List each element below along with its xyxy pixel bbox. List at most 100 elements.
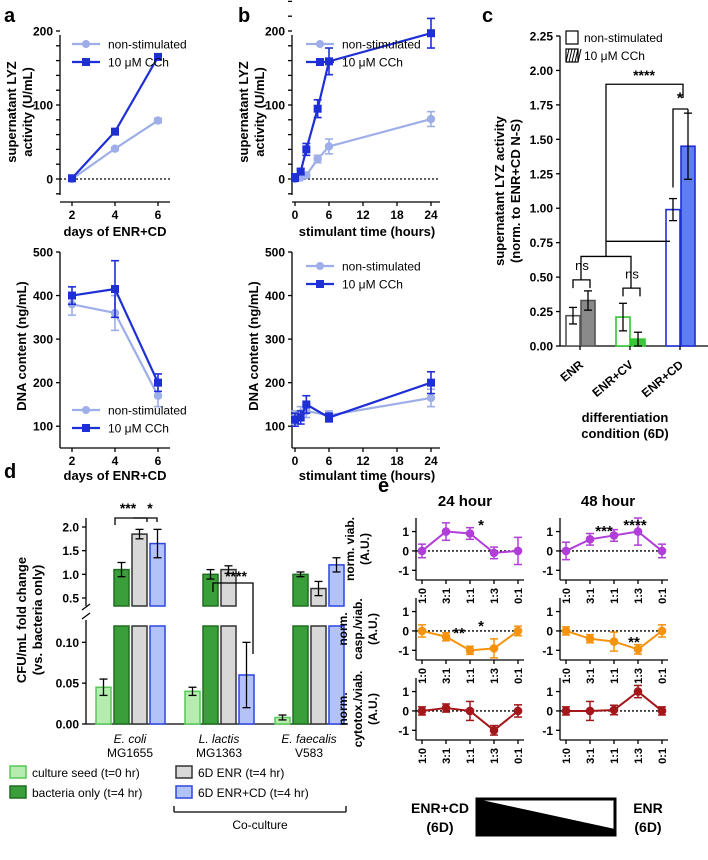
d-bracket-llactis [212,582,254,654]
d-x-label-species-0: E. coli [114,732,147,746]
e-y-tick-label: -1 [398,724,409,738]
e-x-tick-label: 1:0 [417,668,429,684]
d-legend-label-2: 6D ENR (t=4 hr) [198,766,284,780]
b-bot-nonstim-point [426,393,436,403]
e-y-tick-label: -1 [542,644,553,658]
c-legend-hatch [577,48,582,63]
e-x-tick-label: 3:1 [441,588,453,604]
b-bot-y-tick-label: 200 [265,376,285,390]
e-star-c24a: ** [453,625,465,642]
b-bot-y-tick-label: 300 [265,333,285,347]
e-x-tick-label: 3:1 [441,668,453,684]
b-top-y-tick-label: 200 [265,25,285,39]
d-bracket-ecoli-1 [114,517,148,525]
c-ylabel-1: supernatant LYZ activity [492,115,507,266]
e-point [561,546,571,556]
a-bot-x-tick-label: 6 [155,454,162,468]
b-top-nonstim-line [294,117,432,181]
e-x-tick-label: 3:1 [585,748,597,764]
b-bot-x-tick-label: 0 [292,454,299,468]
b-top-cch-point [296,167,305,176]
c-legend-cch: 10 μM CCh [584,49,645,63]
b-top-y-tick-label: 0 [278,173,285,187]
a-top-cch-point [111,127,119,136]
b-top-legend-label-nonstim: non-stimulated [342,38,421,52]
b-bot-legend-label-cch: 10 μM CCh [342,278,403,292]
c-annot-1star: * [677,91,684,108]
e-point [417,706,427,716]
e-point [465,706,475,716]
e-x-tick-label: 3:1 [585,588,597,604]
e-x-tick-label: 1:1 [465,668,477,684]
e-point [633,645,643,654]
a-bot-y-tick-label: 200 [33,376,53,390]
b-bot-cch-point [302,400,311,409]
a-bot-legend-swatch-nonstim-marker [82,406,90,414]
d-y-tick-label: 1.0 [62,568,79,582]
d-legend-swatch-0 [9,765,27,779]
b-top-legend-label-cch: 10 μM CCh [342,56,403,70]
a-top-x-tick-label: 4 [112,208,119,222]
b-top-x-tick-label: 18 [390,208,404,222]
e-point [513,546,523,556]
a-bot-x-tick-label: 4 [112,454,119,468]
b-bot-ylabel: DNA content (ng/mL) [246,281,261,411]
b-bot-xlabel: stimulant time (hours) [299,468,436,483]
e-point [489,726,499,735]
a-top-y-tick-label: 200 [33,25,53,39]
e-point [417,626,427,636]
e-x-tick-label: 0:1 [513,748,525,764]
c-xlabel-1: differentiation [582,410,669,425]
a-top-legend-swatch-cch-marker [82,58,90,66]
c-bracket-1star [672,108,688,188]
b-top-ylabel-2: activity (U/mL) [252,67,267,157]
c-bracket-4star [605,83,684,242]
c-annot-ns2: ns [625,266,639,281]
a-bot-cch-point [154,378,162,387]
e-y-tick-label: -1 [398,564,409,578]
d-bar-0 [184,690,201,725]
e-x-tick-label: 1:0 [561,748,573,764]
a-top-y-tick-label: 0 [46,173,53,187]
e-y-tick-label: 1 [546,685,553,699]
panel-label-c: c [482,5,493,27]
a-top-cch-point [68,174,76,183]
panel-label-d: d [4,461,16,483]
c-y-tick-label: 0.50 [530,271,554,285]
e-wedge [477,799,615,835]
b-top-nonstim-point [313,154,322,164]
c-bracket-group2 [605,240,670,257]
a-bot-y-tick-label: 500 [33,246,53,260]
d-bar-lower-2 [310,625,327,725]
d-x-label-species-2: E. faecalis [281,732,336,746]
d-y-tick-label: 2.0 [62,521,79,535]
d-legend-label-1: bacteria only (t=4 hr) [32,786,142,800]
b-top-legend-swatch-nonstim-marker [316,40,324,48]
panel-label-e: e [378,475,389,497]
d-legend-swatch-3 [175,785,193,799]
e-point [633,527,643,536]
e-point [489,644,499,653]
c-bracket-ns2 [622,287,641,297]
d-bar-lower-1 [113,625,130,725]
a-top-legend-label-nonstim: non-stimulated [108,38,187,52]
e-point [585,634,595,643]
e-row-label-2-2: (A.U.) [366,693,380,725]
d-y-tick-label: 0.00 [56,718,80,732]
e-star-c24b: * [478,618,484,635]
b-top-cch-point [291,173,299,182]
panel-label-a: a [4,5,16,27]
a-top-y-tick-label: 100 [33,99,53,113]
b-bot-cch-point [427,378,435,387]
e-point [513,626,523,636]
e-wedge-left-1: ENR+CD [411,800,469,816]
e-row-label-2-0: norm. [336,692,350,725]
c-x-tick-label: ENR+CV [589,358,636,400]
e-x-tick-label: 1:1 [609,668,621,684]
e-star-c48: ** [628,634,640,651]
b-top-nonstim-point [324,142,334,151]
e-col-title-48: 48 hour [581,493,635,510]
c-annot-4star: **** [633,67,655,83]
e-x-tick-label: 1:1 [465,588,477,604]
b-bot-legend-label-nonstim: non-stimulated [342,260,421,274]
